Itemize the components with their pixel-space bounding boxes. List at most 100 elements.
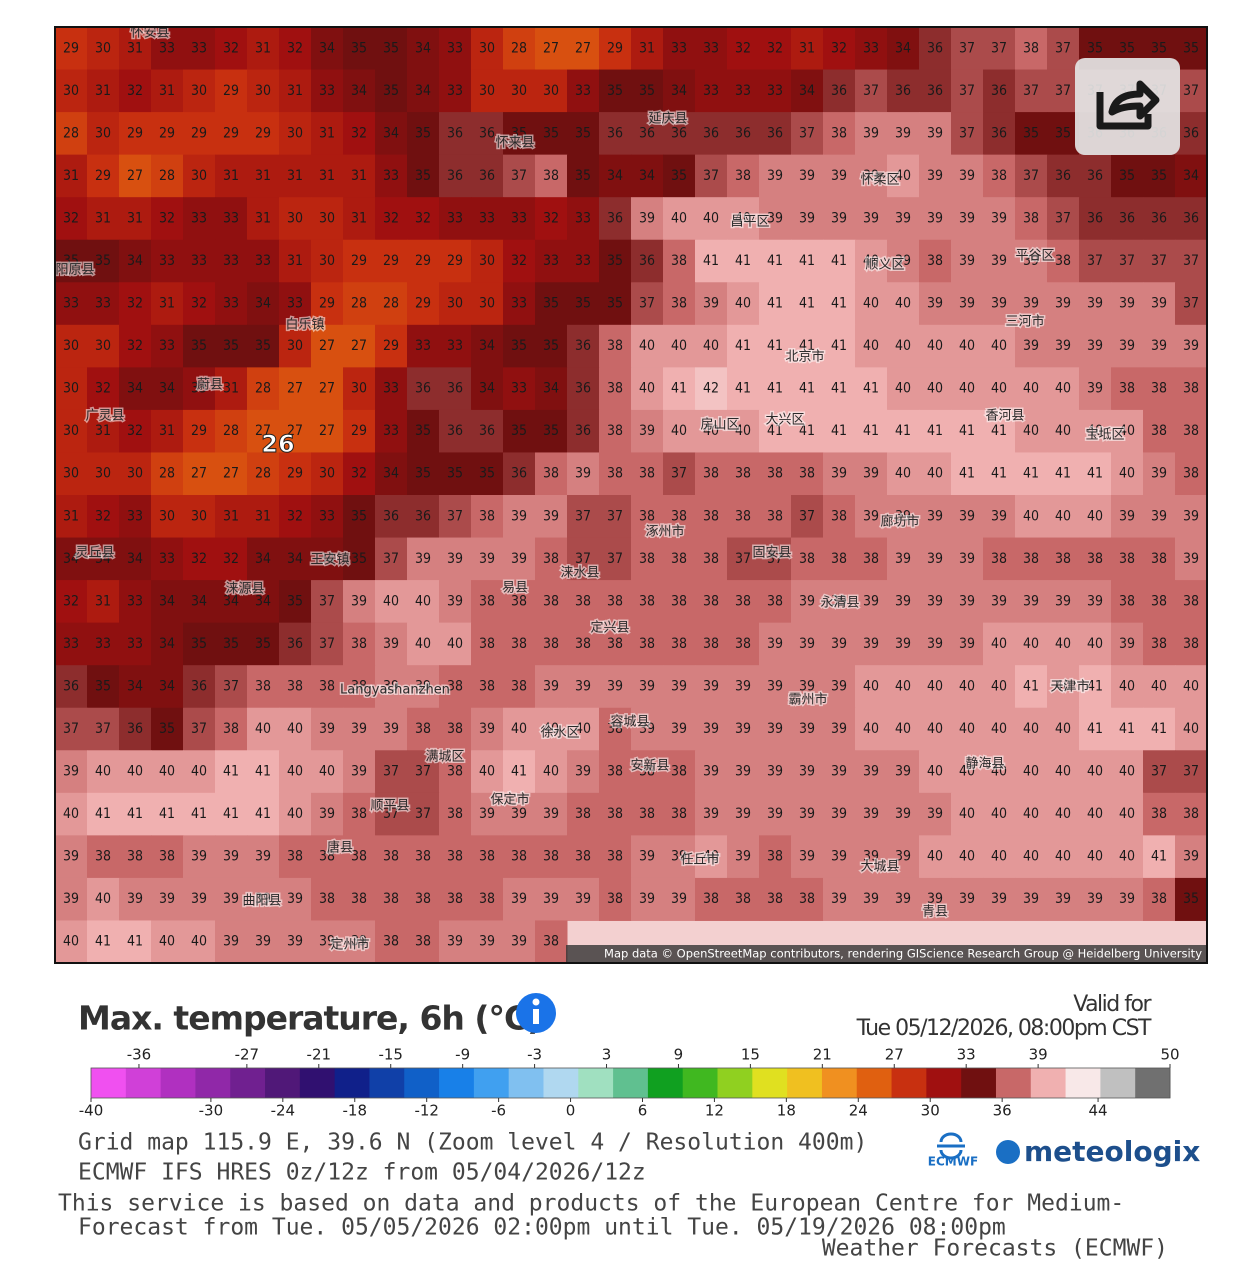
temperature-value: 36 [447, 381, 463, 397]
temperature-value: 41 [799, 296, 815, 312]
temperature-cell [183, 27, 216, 71]
temperature-value: 39 [959, 508, 975, 524]
temperature-cell [759, 69, 792, 113]
temperature-cell [407, 282, 440, 326]
temperature-cell [535, 409, 568, 453]
temperature-cell [951, 877, 984, 921]
temperature-cell [119, 580, 152, 624]
temperature-cell [1175, 112, 1207, 156]
temperature-value: 41 [223, 764, 239, 780]
temperature-value: 30 [351, 381, 367, 397]
temperature-value: 34 [607, 168, 623, 184]
temperature-value: 34 [287, 551, 303, 567]
temperature-value: 38 [767, 849, 783, 865]
temperature-cell [727, 197, 760, 241]
temperature-cell [1047, 665, 1080, 709]
temperature-value: 41 [959, 423, 975, 439]
temperature-cell [855, 154, 888, 198]
temperature-value: 36 [511, 466, 527, 482]
temperature-cell [695, 239, 728, 283]
temperature-value: 40 [127, 764, 143, 780]
temperature-value: 37 [959, 83, 975, 99]
temperature-value: 30 [191, 168, 207, 184]
temperature-cell [1175, 792, 1207, 836]
temperature-value: 35 [223, 636, 239, 652]
temperature-value: 39 [1151, 296, 1167, 312]
place-label: 任丘市 [680, 852, 719, 868]
colorbar-swatch [682, 1068, 719, 1098]
temperature-value: 38 [671, 253, 687, 269]
temperature-value: 39 [351, 934, 367, 950]
temperature-cell [855, 495, 888, 539]
temperature-cell [1175, 495, 1207, 539]
temperature-cell [887, 750, 920, 794]
temperature-value: 37 [671, 466, 687, 482]
temperature-value: 38 [415, 891, 431, 907]
temperature-cell [983, 27, 1016, 71]
temperature-value: 38 [767, 466, 783, 482]
temperature-value: 39 [927, 806, 943, 822]
temperature-cell [279, 112, 312, 156]
temperature-cell [631, 877, 664, 921]
temperature-value: 33 [63, 296, 79, 312]
temperature-cell [631, 112, 664, 156]
temperature-cell [919, 707, 952, 751]
temperature-value: 31 [639, 40, 655, 56]
temperature-value: 40 [991, 849, 1007, 865]
temperature-value: 30 [543, 83, 559, 99]
temperature-cell [1047, 707, 1080, 751]
temperature-value: 30 [63, 466, 79, 482]
temperature-value: 38 [1151, 551, 1167, 567]
temperature-cell [1015, 750, 1048, 794]
temperature-cell [1111, 409, 1144, 453]
temperature-cell [183, 239, 216, 283]
temperature-value: 31 [95, 83, 111, 99]
place-label: 灵丘县 [75, 546, 114, 561]
temperature-value: 40 [1023, 636, 1039, 652]
temperature-cell [471, 835, 504, 879]
info-button[interactable] [516, 993, 556, 1033]
temperature-value: 39 [767, 210, 783, 226]
info-dot[interactable] [532, 998, 540, 1006]
temperature-value: 35 [1119, 168, 1135, 184]
temperature-value: 40 [255, 721, 271, 737]
place-label: Langyashanzhen [340, 683, 450, 698]
temperature-cell [759, 154, 792, 198]
temperature-value: 40 [1119, 678, 1135, 694]
temperature-value: 38 [351, 806, 367, 822]
temperature-value: 32 [223, 551, 239, 567]
colorbar-label: 6 [638, 1102, 648, 1120]
info-glyph[interactable] [533, 1009, 539, 1024]
temperature-cell [567, 409, 600, 453]
temperature-cell [503, 154, 536, 198]
temperature-value: 31 [223, 381, 239, 397]
colorbar-label: -27 [235, 1046, 260, 1064]
temperature-value: 31 [351, 210, 367, 226]
temperature-value: 40 [927, 381, 943, 397]
temperature-cell [791, 69, 824, 113]
temperature-cell [151, 750, 184, 794]
colorbar-label: 44 [1089, 1102, 1108, 1120]
temperature-cell [55, 69, 88, 113]
temperature-value: 40 [95, 891, 111, 907]
temperature-value: 38 [223, 721, 239, 737]
temperature-value: 39 [1055, 891, 1071, 907]
temperature-value: 34 [127, 253, 143, 269]
temperature-value: 34 [1183, 168, 1199, 184]
temperature-cell [855, 665, 888, 709]
temperature-value: 34 [63, 551, 79, 567]
share-icon[interactable] [1096, 80, 1160, 130]
temperature-cell [151, 367, 184, 411]
temperature-value: 39 [223, 849, 239, 865]
temperature-cell [1143, 750, 1176, 794]
temperature-value: 41 [1087, 721, 1103, 737]
temperature-value: 39 [927, 891, 943, 907]
temperature-value: 40 [1087, 764, 1103, 780]
share-button[interactable] [1075, 58, 1180, 155]
temperature-value: 30 [319, 210, 335, 226]
temperature-cell [919, 622, 952, 666]
brand-icon [996, 1140, 1020, 1164]
temperature-cell [407, 197, 440, 241]
temperature-cell [87, 282, 120, 326]
temperature-cell [951, 750, 984, 794]
